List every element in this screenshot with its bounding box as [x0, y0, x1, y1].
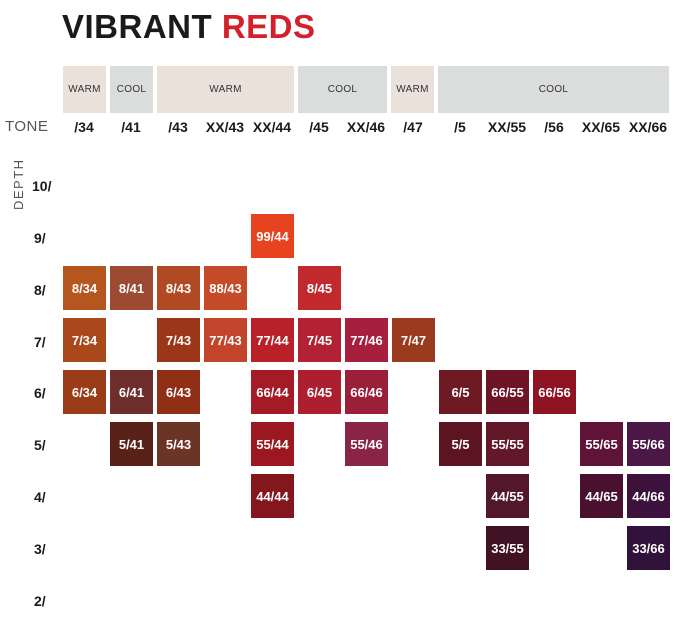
tone-xx44: XX/44: [252, 119, 292, 135]
swatch-77-44[interactable]: 77/44: [251, 318, 294, 362]
swatch-33-55[interactable]: 33/55: [486, 526, 529, 570]
swatch-6-41[interactable]: 6/41: [110, 370, 153, 414]
swatch-77-46[interactable]: 77/46: [345, 318, 388, 362]
title-word-vibrant: VIBRANT: [62, 8, 213, 45]
tone-34: /34: [74, 119, 94, 135]
swatch-44-44[interactable]: 44/44: [251, 474, 294, 518]
swatch-7-34[interactable]: 7/34: [63, 318, 106, 362]
depth-axis-label-wrap: DEPTH: [11, 158, 63, 225]
swatch-8-43[interactable]: 8/43: [157, 266, 200, 310]
swatch-55-66[interactable]: 55/66: [627, 422, 670, 466]
tone-56: /56: [544, 119, 564, 135]
temp-bar-warm-1: WARM: [63, 66, 106, 113]
swatch-44-65[interactable]: 44/65: [580, 474, 623, 518]
swatch-55-44[interactable]: 55/44: [251, 422, 294, 466]
tone-xx66: XX/66: [628, 119, 668, 135]
temp-bar-warm-3: WARM: [391, 66, 434, 113]
depth-5: 5/: [34, 437, 46, 453]
swatch-88-43[interactable]: 88/43: [204, 266, 247, 310]
swatch-8-34[interactable]: 8/34: [63, 266, 106, 310]
temp-bar-cool-2: COOL: [298, 66, 387, 113]
swatch-66-46[interactable]: 66/46: [345, 370, 388, 414]
swatch-55-55[interactable]: 55/55: [486, 422, 529, 466]
swatch-55-65[interactable]: 55/65: [580, 422, 623, 466]
swatch-7-47[interactable]: 7/47: [392, 318, 435, 362]
temp-bar-warm-2: WARM: [157, 66, 294, 113]
depth-axis-label: DEPTH: [11, 158, 26, 210]
swatch-44-66[interactable]: 44/66: [627, 474, 670, 518]
swatch-44-55[interactable]: 44/55: [486, 474, 529, 518]
tone-5: /5: [454, 119, 466, 135]
title-word-reds: REDS: [221, 8, 316, 45]
swatch-5-43[interactable]: 5/43: [157, 422, 200, 466]
depth-9: 9/: [34, 230, 46, 246]
tone-xx65: XX/65: [581, 119, 621, 135]
swatch-6-45[interactable]: 6/45: [298, 370, 341, 414]
depth-8: 8/: [34, 282, 46, 298]
swatch-5-41[interactable]: 5/41: [110, 422, 153, 466]
swatch-33-66[interactable]: 33/66: [627, 526, 670, 570]
temp-bar-cool-1: COOL: [110, 66, 153, 113]
swatch-6-43[interactable]: 6/43: [157, 370, 200, 414]
swatch-5-5[interactable]: 5/5: [439, 422, 482, 466]
swatch-6-5[interactable]: 6/5: [439, 370, 482, 414]
depth-2: 2/: [34, 593, 46, 609]
depth-7: 7/: [34, 334, 46, 350]
page-title: VIBRANT REDS: [62, 8, 316, 46]
tone-41: /41: [121, 119, 141, 135]
swatch-77-43[interactable]: 77/43: [204, 318, 247, 362]
swatch-7-45[interactable]: 7/45: [298, 318, 341, 362]
swatch-7-43[interactable]: 7/43: [157, 318, 200, 362]
swatch-66-56[interactable]: 66/56: [533, 370, 576, 414]
depth-10: 10/: [32, 178, 52, 194]
tone-45: /45: [309, 119, 329, 135]
tone-xx46: XX/46: [346, 119, 386, 135]
swatch-8-41[interactable]: 8/41: [110, 266, 153, 310]
swatch-6-34[interactable]: 6/34: [63, 370, 106, 414]
temp-bar-cool-3: COOL: [438, 66, 669, 113]
depth-3: 3/: [34, 541, 46, 557]
swatch-66-44[interactable]: 66/44: [251, 370, 294, 414]
tone-xx43: XX/43: [205, 119, 245, 135]
tone-47: /47: [403, 119, 423, 135]
swatch-66-55[interactable]: 66/55: [486, 370, 529, 414]
tone-43: /43: [168, 119, 188, 135]
swatch-99-44[interactable]: 99/44: [251, 214, 294, 258]
depth-6: 6/: [34, 385, 46, 401]
depth-4: 4/: [34, 489, 46, 505]
swatch-8-45[interactable]: 8/45: [298, 266, 341, 310]
tone-axis-label: TONE: [5, 118, 49, 135]
swatch-55-46[interactable]: 55/46: [345, 422, 388, 466]
tone-xx55: XX/55: [487, 119, 527, 135]
